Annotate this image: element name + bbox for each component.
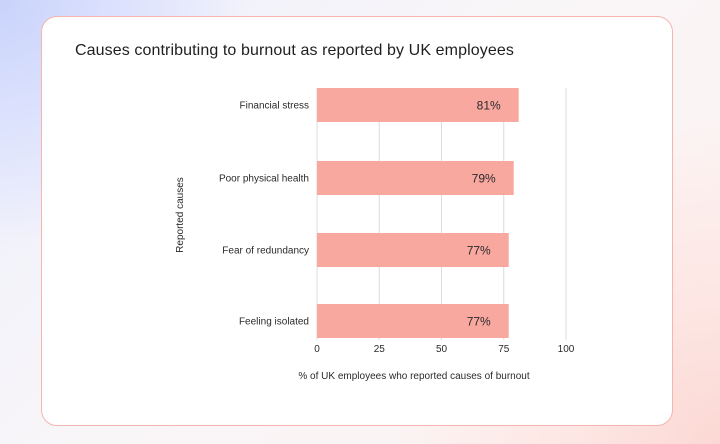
value-label: 77% — [467, 315, 491, 329]
chart-title: Causes contributing to burnout as report… — [75, 42, 514, 59]
x-tick-label-75: 75 — [498, 344, 510, 355]
gridlines — [316, 88, 567, 340]
bar-poor-physical-health — [317, 161, 514, 195]
y-axis-label: Reported causes — [175, 177, 186, 253]
value-label: 79% — [472, 172, 496, 186]
bar-feeling-isolated — [317, 304, 509, 338]
x-axis-label: % of UK employees who reported causes of… — [298, 371, 529, 382]
bar-fear-of-redundancy — [317, 233, 509, 267]
chart-card — [41, 16, 673, 426]
x-tick-label-0: 0 — [314, 344, 320, 355]
x-tick-label-25: 25 — [374, 344, 386, 355]
bar-financial-stress — [317, 88, 519, 122]
value-label: 77% — [467, 244, 491, 258]
category-label: Fear of redundancy — [222, 246, 309, 257]
value-label: 81% — [477, 99, 501, 113]
x-tick-label-50: 50 — [436, 344, 448, 355]
x-tick-label-100: 100 — [558, 344, 575, 355]
category-label: Feeling isolated — [239, 317, 309, 328]
category-label: Poor physical health — [219, 174, 309, 185]
bars — [317, 88, 519, 338]
labels: 0 25 50 75 100 Financial stress 81% Poor physic… — [219, 99, 575, 356]
category-label: Financial stress — [240, 101, 309, 112]
